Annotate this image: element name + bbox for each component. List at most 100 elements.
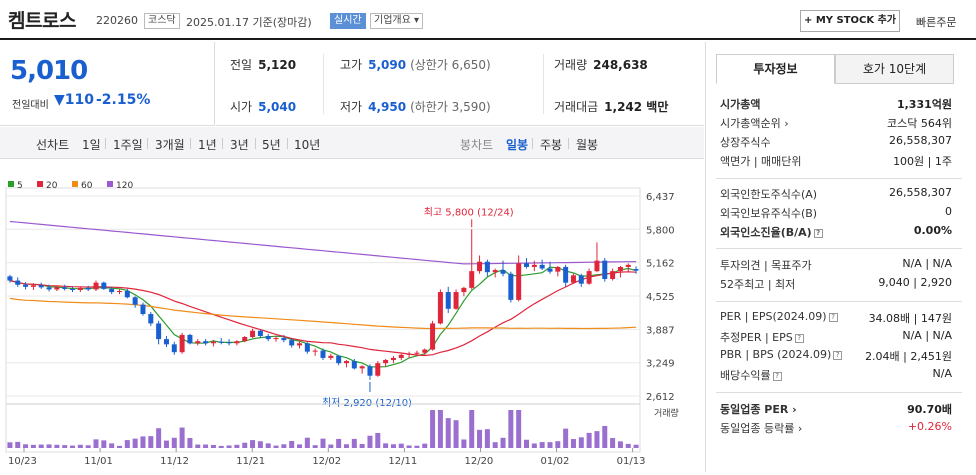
low-price: 저가 4,950 (하한가 3,590) bbox=[340, 100, 491, 114]
candle-body bbox=[586, 271, 592, 284]
line-chart-label[interactable]: 선차트 bbox=[36, 138, 70, 152]
candle-body bbox=[132, 297, 138, 305]
candle-body bbox=[70, 288, 76, 290]
candle-body bbox=[124, 291, 130, 298]
candle-body bbox=[289, 340, 295, 346]
volume-bar bbox=[179, 427, 185, 448]
info-row[interactable]: 동일업종 PER › 90.70배 bbox=[720, 403, 952, 416]
divider bbox=[716, 301, 962, 302]
divider bbox=[543, 54, 544, 114]
volume-bar bbox=[547, 442, 553, 448]
range-3m[interactable]: 3개월 bbox=[155, 138, 185, 152]
volume-bar bbox=[234, 444, 240, 448]
legend-swatch bbox=[8, 181, 14, 187]
info-row[interactable]: 동일업종 등락률 › +0.26% bbox=[720, 420, 952, 435]
candle-body bbox=[328, 355, 334, 358]
change-value: ▼110 bbox=[54, 92, 94, 108]
candle-body bbox=[437, 292, 443, 324]
volume-bar bbox=[437, 410, 443, 448]
volume-bar bbox=[93, 439, 99, 448]
volume-bar bbox=[508, 410, 514, 448]
volume-bar bbox=[257, 441, 263, 448]
candle-body bbox=[477, 261, 483, 272]
candle-body bbox=[140, 304, 146, 315]
range-10y[interactable]: 10년 bbox=[294, 138, 321, 152]
candle-body bbox=[312, 350, 318, 352]
quick-order-button[interactable]: 빠른주문 bbox=[916, 16, 957, 29]
y-tick-label: 6,437 bbox=[646, 192, 675, 203]
volume-bar bbox=[297, 444, 303, 448]
info-row: 액면가 | 매매단위 100원 | 1주 bbox=[720, 155, 952, 168]
x-tick-label: 11/12 bbox=[160, 456, 189, 467]
x-tick-label: 01/02 bbox=[541, 456, 570, 467]
candle-body bbox=[15, 280, 21, 285]
volume-bar bbox=[101, 440, 107, 448]
help-icon[interactable]: ? bbox=[813, 229, 823, 238]
volume-bar bbox=[367, 435, 373, 448]
help-icon[interactable]: ? bbox=[772, 372, 782, 381]
volume-bar bbox=[383, 443, 389, 448]
volume-bar bbox=[375, 433, 381, 448]
volume-bar bbox=[594, 431, 600, 448]
divider bbox=[716, 392, 962, 393]
candle-body bbox=[398, 354, 404, 358]
x-tick-label: 10/23 bbox=[8, 456, 37, 467]
candle-daily[interactable]: 일봉 bbox=[506, 138, 529, 152]
volume-bar bbox=[210, 445, 216, 448]
candle-weekly[interactable]: 주봉 bbox=[540, 138, 563, 152]
volume-bar bbox=[406, 445, 412, 448]
range-1d[interactable]: 1일 bbox=[82, 138, 101, 152]
help-icon[interactable]: ? bbox=[833, 351, 843, 360]
volume-bar bbox=[70, 445, 76, 448]
candlestick-chart[interactable]: 6,437 5,800 5,162 4,525 3,887 3,249 2,612 5 20 60… bbox=[0, 160, 704, 472]
volume-bar bbox=[226, 445, 232, 448]
y-tick-label: 3,887 bbox=[646, 325, 675, 336]
volume-bar bbox=[343, 444, 349, 448]
info-row: 52주최고 | 최저 9,040 | 2,920 bbox=[720, 276, 952, 291]
help-icon[interactable]: ? bbox=[794, 334, 804, 343]
volume-bar bbox=[289, 441, 295, 448]
info-row: 추정PER | EPS? N/A | N/A bbox=[720, 329, 952, 344]
volume-bar bbox=[242, 442, 248, 448]
live-badge[interactable]: 실시간 bbox=[330, 13, 366, 29]
candle-body bbox=[109, 288, 115, 293]
add-mystock-button[interactable]: + MY STOCK 추가 bbox=[800, 10, 900, 32]
range-1y[interactable]: 1년 bbox=[198, 138, 217, 152]
legend-label: 20 bbox=[46, 181, 58, 191]
price-chart[interactable]: 6,437 5,800 5,162 4,525 3,887 3,249 2,612 5 20 60… bbox=[0, 160, 704, 472]
y-tick-label: 5,800 bbox=[646, 225, 675, 236]
volume-bar bbox=[62, 445, 68, 448]
company-info-dropdown[interactable]: 기업개요 ▾ bbox=[370, 13, 423, 29]
volume-bar bbox=[38, 444, 44, 448]
candle-body bbox=[547, 268, 553, 272]
candle-body bbox=[203, 341, 209, 344]
volume-bar bbox=[445, 418, 451, 448]
range-3y[interactable]: 3년 bbox=[230, 138, 249, 152]
y-tick-label: 2,612 bbox=[646, 392, 675, 403]
info-row: PER | EPS(2024.09)? 34.08배 | 147원 bbox=[720, 310, 952, 325]
range-1w[interactable]: 1주일 bbox=[113, 138, 143, 152]
range-5y[interactable]: 5년 bbox=[262, 138, 281, 152]
volume-bar bbox=[461, 439, 467, 448]
tab-investment-info[interactable]: 투자정보 bbox=[716, 54, 835, 84]
volume-bar bbox=[531, 443, 537, 448]
volume-bar bbox=[156, 428, 162, 448]
candle-monthly[interactable]: 월봉 bbox=[576, 138, 599, 152]
candle-body bbox=[218, 341, 224, 343]
candle-body bbox=[484, 261, 490, 273]
candle-body bbox=[359, 366, 365, 369]
volume-bar bbox=[312, 445, 318, 448]
volume-bar bbox=[85, 445, 91, 448]
legend-swatch bbox=[107, 181, 113, 187]
tab-quote-10[interactable]: 호가 10단계 bbox=[835, 54, 954, 84]
info-row[interactable]: 시가총액순위 › 코스닥 564위 bbox=[720, 117, 952, 130]
candle-body bbox=[524, 263, 530, 267]
y-tick-label: 4,525 bbox=[646, 292, 675, 303]
candle-body bbox=[492, 270, 498, 273]
volume-bar bbox=[124, 440, 130, 448]
candle-body bbox=[343, 361, 349, 364]
help-icon[interactable]: ? bbox=[828, 313, 838, 322]
candle-body bbox=[508, 273, 514, 300]
divider bbox=[323, 54, 324, 114]
candle-body bbox=[23, 284, 29, 287]
